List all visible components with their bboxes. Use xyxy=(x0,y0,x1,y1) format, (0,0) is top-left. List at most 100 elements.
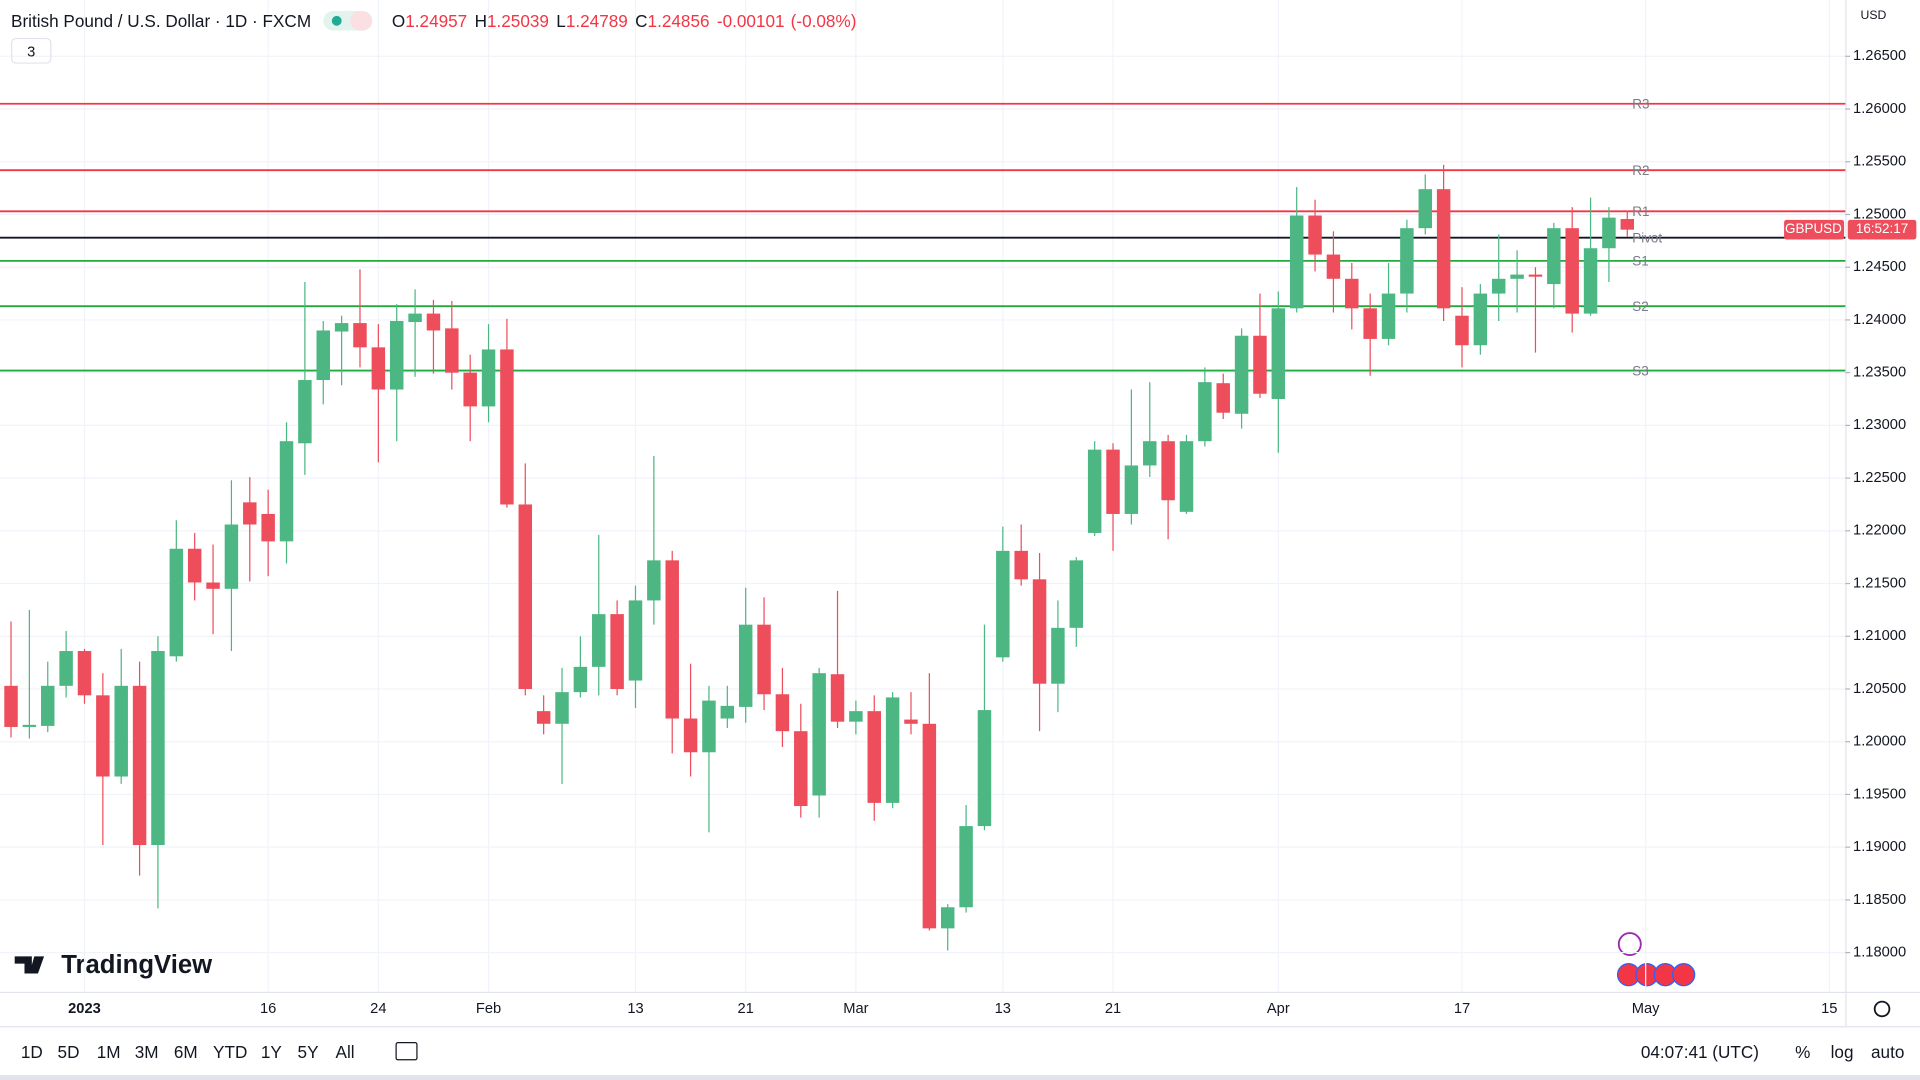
candle-body xyxy=(41,685,55,726)
y-tick-label: 1.21500 xyxy=(1853,575,1906,591)
candle-body xyxy=(683,718,698,753)
candle-body xyxy=(1051,627,1065,684)
candle-body xyxy=(1400,228,1414,294)
range-button[interactable]: All xyxy=(335,1042,355,1062)
event-icon[interactable] xyxy=(1672,963,1696,987)
logo-text: TradingView xyxy=(61,951,213,979)
candle-body xyxy=(1583,248,1598,314)
y-tick-label: 1.26000 xyxy=(1853,101,1906,117)
candle-body xyxy=(59,651,73,686)
scale-option[interactable]: log xyxy=(1830,1042,1854,1062)
range-button[interactable]: 1D xyxy=(20,1042,43,1062)
legend: British Pound / U.S. Dollar · 1D · FXCM … xyxy=(11,10,856,32)
range-button[interactable]: 3M xyxy=(134,1042,159,1062)
ohlc-label: H xyxy=(474,11,487,31)
candle-body xyxy=(389,320,404,390)
settings-icon[interactable] xyxy=(1873,1000,1891,1018)
scale-option[interactable]: auto xyxy=(1871,1042,1905,1062)
candle-body xyxy=(922,723,937,929)
candle-body xyxy=(445,328,459,373)
range-button[interactable]: 5Y xyxy=(297,1042,319,1062)
candle-body xyxy=(1106,449,1120,514)
gear[interactable] xyxy=(1873,1000,1891,1018)
candle-body xyxy=(1455,315,1469,346)
candle-body xyxy=(261,513,275,542)
candle-body xyxy=(647,560,661,601)
compare-icon[interactable] xyxy=(395,1042,418,1061)
candle-body xyxy=(940,907,955,929)
candle-body xyxy=(1087,449,1102,533)
x-tick-label: 13 xyxy=(995,1001,1011,1017)
candle-body xyxy=(720,705,735,719)
symbol-title: British Pound / U.S. Dollar · 1D · FXCM xyxy=(11,11,312,31)
status-icons xyxy=(323,11,373,31)
x-tick-label: Feb xyxy=(476,1001,501,1017)
range-button[interactable]: 1M xyxy=(96,1042,121,1062)
candle-body xyxy=(592,614,606,667)
candle-body xyxy=(812,673,826,796)
candle-body xyxy=(371,347,386,390)
candle-body xyxy=(353,323,367,348)
y-tick-label: 1.18500 xyxy=(1853,892,1906,908)
range-button[interactable]: 5D xyxy=(57,1042,80,1062)
ohlc-value: 1.24856 xyxy=(647,11,710,31)
candle-body xyxy=(904,719,918,724)
pivot-label: R1 xyxy=(1632,204,1649,219)
candle-body xyxy=(169,548,184,657)
candle-body xyxy=(1179,441,1194,512)
pivot-label: Pivot xyxy=(1632,230,1662,245)
candle-body xyxy=(1565,228,1579,314)
time-axis-border xyxy=(0,991,1920,994)
range-button[interactable]: YTD xyxy=(213,1042,248,1062)
y-tick-label: 1.22500 xyxy=(1853,470,1906,486)
candle-body xyxy=(77,651,92,696)
candle-body xyxy=(334,323,349,332)
candle-body xyxy=(1032,579,1047,684)
footer-strip xyxy=(0,1075,1920,1080)
ohlc-value: 1.24957 xyxy=(405,11,468,31)
candle-body xyxy=(738,624,753,707)
y-tick-label: 1.20500 xyxy=(1853,681,1906,697)
candle-body xyxy=(1161,441,1175,501)
candle-body xyxy=(1014,550,1028,580)
candle-body xyxy=(1289,215,1304,309)
last-price-box xyxy=(1847,219,1917,240)
candle-body xyxy=(1271,308,1286,400)
last-price-symbol: GBPUSD xyxy=(1785,221,1842,236)
x-tick-label: Mar xyxy=(843,1001,868,1017)
y-tick-label: 1.19500 xyxy=(1853,786,1906,802)
range-button[interactable]: 6M xyxy=(173,1042,198,1062)
candle-body xyxy=(1436,189,1451,309)
x-tick-label: 15 xyxy=(1821,1001,1837,1017)
candle-body xyxy=(298,380,312,444)
candle-body xyxy=(1363,308,1377,339)
candle-body xyxy=(114,685,128,777)
candle-body xyxy=(96,695,110,777)
pivot-label: R3 xyxy=(1632,97,1649,112)
candle-body xyxy=(555,692,569,724)
ohlc-label: O xyxy=(391,11,406,31)
x-tick-label: 2023 xyxy=(68,1001,101,1017)
indicator-count[interactable]: 3 xyxy=(11,37,52,64)
candle-body xyxy=(977,710,992,827)
candle-body xyxy=(206,582,220,589)
y-tick-label: 1.22000 xyxy=(1853,523,1906,539)
range-button[interactable]: 1Y xyxy=(260,1042,282,1062)
x-tick-label: 21 xyxy=(738,1001,754,1017)
y-tick-label: 1.23500 xyxy=(1853,365,1906,381)
scale-option[interactable]: % xyxy=(1795,1042,1811,1062)
candle-body xyxy=(702,700,716,753)
candle-body xyxy=(830,674,845,722)
chart: USD TradingView R3R2R1PivotS1S2S31.18000… xyxy=(0,0,1920,1027)
candle-body xyxy=(4,685,18,727)
x-tick-label: Apr xyxy=(1267,1001,1290,1017)
pivot-label: S3 xyxy=(1632,363,1648,378)
price-axis-border xyxy=(1845,0,1847,1027)
candle-body xyxy=(187,548,202,583)
change-pct: (-0.08%) xyxy=(790,11,857,31)
currency: USD xyxy=(1861,8,1887,22)
candle-body xyxy=(885,697,900,803)
event-icon[interactable] xyxy=(1617,932,1642,957)
candle-body xyxy=(426,313,441,331)
